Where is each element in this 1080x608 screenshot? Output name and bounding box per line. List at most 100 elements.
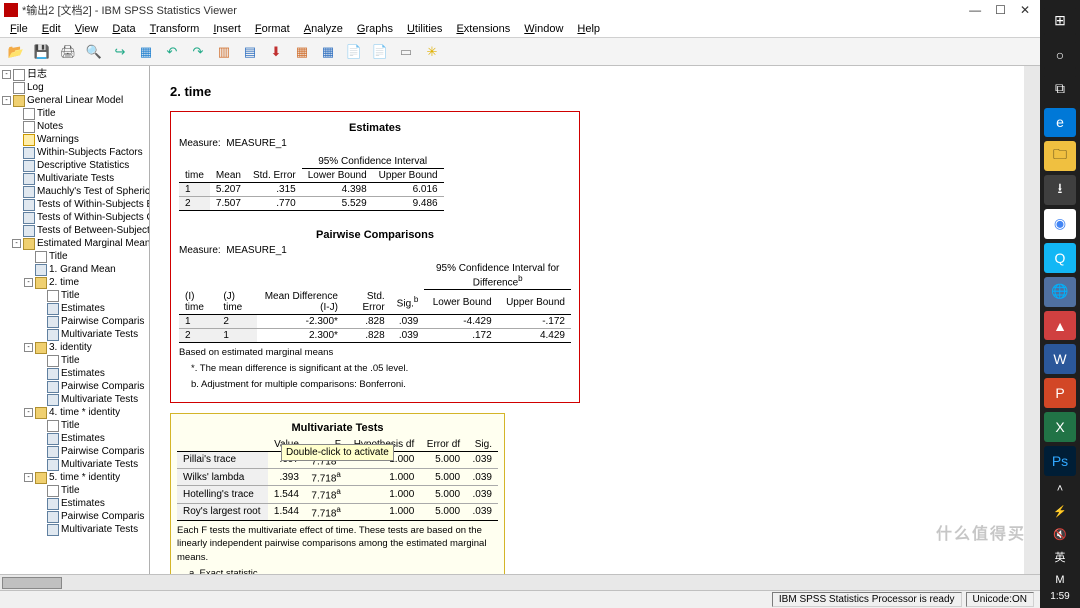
outline-item[interactable]: Title xyxy=(0,419,149,432)
expander-icon[interactable]: - xyxy=(2,96,11,105)
start-icon[interactable]: ⊞ xyxy=(1044,6,1076,36)
outline-item[interactable]: Pairwise Comparis xyxy=(0,315,149,328)
outline-item[interactable]: 1. Grand Mean xyxy=(0,263,149,276)
expander-icon[interactable]: - xyxy=(24,343,33,352)
show-icon[interactable]: 📄 xyxy=(342,40,366,64)
outline-pane[interactable]: -日志Log-General Linear ModelTitleNotesWar… xyxy=(0,66,150,574)
menu-help[interactable]: Help xyxy=(571,22,606,36)
qq-icon[interactable]: Q xyxy=(1044,243,1076,273)
outline-item[interactable]: Multivariate Tests xyxy=(0,523,149,536)
ps-icon[interactable]: Ps xyxy=(1044,446,1076,476)
outline-item[interactable]: Title xyxy=(0,354,149,367)
outline-item[interactable]: -5. time * identity xyxy=(0,471,149,484)
horizontal-scrollbar[interactable] xyxy=(0,574,1040,590)
tray-battery[interactable]: ⚡ xyxy=(1044,502,1076,521)
tray-up[interactable]: ˄ xyxy=(1044,480,1076,499)
outline-item[interactable]: Tests of Within-Subjects Effe xyxy=(0,198,149,211)
menu-window[interactable]: Window xyxy=(518,22,569,36)
tray-ime2[interactable]: M xyxy=(1044,570,1076,589)
expander-icon[interactable]: - xyxy=(12,239,21,248)
excel-icon[interactable]: X xyxy=(1044,412,1076,442)
print-preview-icon[interactable]: 🔍 xyxy=(82,40,106,64)
menu-format[interactable]: Format xyxy=(249,22,296,36)
vertical-scrollbar[interactable] xyxy=(1024,66,1040,574)
run-icon[interactable]: ▭ xyxy=(394,40,418,64)
menu-analyze[interactable]: Analyze xyxy=(298,22,349,36)
taskview-icon[interactable]: ⧉ xyxy=(1044,74,1076,104)
outline-item[interactable]: Title xyxy=(0,250,149,263)
pairwise-table[interactable]: 95% Confidence Interval for Differenceb … xyxy=(179,262,571,343)
outline-item[interactable]: Pairwise Comparis xyxy=(0,510,149,523)
outline-item[interactable]: Estimates xyxy=(0,302,149,315)
outline-item[interactable]: -3. identity xyxy=(0,341,149,354)
outline-item[interactable]: -General Linear Model xyxy=(0,94,149,107)
globe-icon[interactable]: 🌐 xyxy=(1044,277,1076,307)
cortana-icon[interactable]: ○ xyxy=(1044,40,1076,70)
menu-view[interactable]: View xyxy=(69,22,105,36)
word-icon[interactable]: W xyxy=(1044,344,1076,374)
outline-item[interactable]: Multivariate Tests xyxy=(0,172,149,185)
outline-item[interactable]: Descriptive Statistics xyxy=(0,159,149,172)
designate-icon[interactable]: 📄 xyxy=(368,40,392,64)
viewer-pane[interactable]: 2. time Estimates Measure: MEASURE_1 95%… xyxy=(150,66,1040,574)
close-button[interactable]: ✕ xyxy=(1020,3,1030,17)
menu-data[interactable]: Data xyxy=(106,22,141,36)
explorer-icon[interactable]: 🗀 xyxy=(1044,141,1076,171)
menu-insert[interactable]: Insert xyxy=(207,22,247,36)
minimize-button[interactable]: — xyxy=(969,3,981,17)
goto-case-icon[interactable]: ▤ xyxy=(238,40,262,64)
expander-icon[interactable]: - xyxy=(24,473,33,482)
outline-item[interactable]: -4. time * identity xyxy=(0,406,149,419)
multivariate-output[interactable]: Double-click to activate Multivariate Te… xyxy=(170,413,505,574)
edge-icon[interactable]: e xyxy=(1044,108,1076,138)
windows-taskbar[interactable]: ⊞○⧉e🗀⭳◉Q🌐▲WPXPs˄⚡🔇英M1:59 xyxy=(1040,0,1080,608)
outline-item[interactable]: Pairwise Comparis xyxy=(0,380,149,393)
open-icon[interactable]: 📂 xyxy=(4,40,28,64)
tray-ime[interactable]: 英 xyxy=(1044,548,1076,567)
app-icon[interactable]: ▲ xyxy=(1044,311,1076,341)
outline-item[interactable]: -2. time xyxy=(0,276,149,289)
dialog-recall-icon[interactable]: ▦ xyxy=(134,40,158,64)
outline-item[interactable]: -日志 xyxy=(0,68,149,81)
goto-data-icon[interactable]: ▥ xyxy=(212,40,236,64)
print-icon[interactable]: 🖨 xyxy=(56,40,80,64)
outline-item[interactable]: Mauchly's Test of Sphericity xyxy=(0,185,149,198)
menu-extensions[interactable]: Extensions xyxy=(450,22,516,36)
outline-item[interactable]: Title xyxy=(0,484,149,497)
outline-item[interactable]: Within-Subjects Factors xyxy=(0,146,149,159)
menu-utilities[interactable]: Utilities xyxy=(401,22,448,36)
outline-item[interactable]: Title xyxy=(0,107,149,120)
tray-volume[interactable]: 🔇 xyxy=(1044,525,1076,544)
taskbar-clock[interactable]: 1:59 xyxy=(1050,591,1069,602)
save-icon[interactable]: 💾 xyxy=(30,40,54,64)
maximize-button[interactable]: ☐ xyxy=(995,3,1006,17)
outline-item[interactable]: Multivariate Tests xyxy=(0,458,149,471)
export-icon[interactable]: ↪ xyxy=(108,40,132,64)
outline-item[interactable]: -Estimated Marginal Means xyxy=(0,237,149,250)
expander-icon[interactable]: - xyxy=(24,278,33,287)
outline-item[interactable]: Notes xyxy=(0,120,149,133)
outline-item[interactable]: Estimates xyxy=(0,367,149,380)
outline-item[interactable]: Title xyxy=(0,289,149,302)
menu-file[interactable]: File xyxy=(4,22,34,36)
outline-item[interactable]: Multivariate Tests xyxy=(0,393,149,406)
star-icon[interactable]: ✳ xyxy=(420,40,444,64)
outline-item[interactable]: Pairwise Comparis xyxy=(0,445,149,458)
outline-item[interactable]: Tests of Within-Subjects Con xyxy=(0,211,149,224)
select-icon[interactable]: ▦ xyxy=(290,40,314,64)
menu-graphs[interactable]: Graphs xyxy=(351,22,399,36)
chrome-icon[interactable]: ◉ xyxy=(1044,209,1076,239)
expander-icon[interactable]: - xyxy=(24,408,33,417)
variables-icon[interactable]: ⬇ xyxy=(264,40,288,64)
outline-item[interactable]: Multivariate Tests xyxy=(0,328,149,341)
outline-item[interactable]: Estimates xyxy=(0,432,149,445)
outline-item[interactable]: Tests of Between-Subjects E xyxy=(0,224,149,237)
undo-icon[interactable]: ↶ xyxy=(160,40,184,64)
insert-icon[interactable]: ▦ xyxy=(316,40,340,64)
outline-item[interactable]: Estimates xyxy=(0,497,149,510)
estimates-table[interactable]: 95% Confidence Interval timeMeanStd. Err… xyxy=(179,155,444,211)
outline-item[interactable]: Log xyxy=(0,81,149,94)
menu-transform[interactable]: Transform xyxy=(144,22,206,36)
outline-item[interactable]: Warnings xyxy=(0,133,149,146)
menu-edit[interactable]: Edit xyxy=(36,22,67,36)
